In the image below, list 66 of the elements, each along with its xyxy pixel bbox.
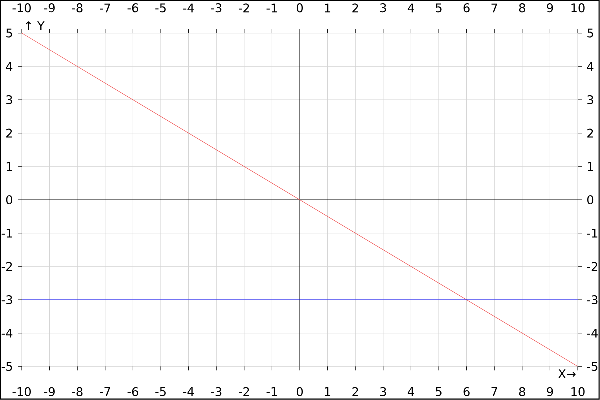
x2-tick-label: 6 — [464, 4, 470, 13]
y-tick-label: 3 — [6, 95, 12, 105]
y-tick-label: -3 — [2, 295, 12, 305]
x-tick-label: -3 — [211, 387, 222, 396]
x2-tick-label: 2 — [352, 4, 358, 13]
y2-tick-label: -5 — [587, 362, 598, 372]
x-tick-label: -10 — [12, 387, 31, 396]
x-tick-label: -5 — [156, 387, 166, 396]
y-axis-title: ↑ Y — [26, 22, 45, 30]
x2-tick-label: -3 — [211, 4, 222, 13]
x2-tick-label: -7 — [100, 4, 110, 13]
x-tick-label: -6 — [128, 387, 138, 396]
x2-tick-label: -10 — [12, 4, 31, 13]
y2-tick-label: 0 — [588, 195, 594, 205]
y2-tick-label: 2 — [588, 128, 594, 138]
y2-tick-label: 4 — [587, 62, 594, 72]
x2-tick-label: 3 — [380, 4, 386, 13]
x2-tick-label: 4 — [408, 4, 414, 13]
y-tick-label: 4 — [6, 62, 13, 72]
y-tick-label: -5 — [2, 362, 12, 372]
y-tick-label: 5 — [6, 28, 12, 38]
y2-tick-label: -1 — [587, 228, 598, 238]
y-tick-label: -2 — [2, 262, 12, 272]
y2-tick-label: 5 — [588, 28, 594, 38]
x2-tick-label: 5 — [436, 4, 442, 13]
x-tick-label: 0 — [296, 387, 304, 396]
y2-tick-label: 1 — [588, 162, 594, 172]
y-tick-label: 1 — [6, 162, 12, 172]
x-tick-label: 7 — [492, 387, 498, 396]
x2-tick-label: 10 — [572, 4, 585, 13]
x2-tick-label: -8 — [72, 4, 83, 13]
y-tick-label: 2 — [6, 128, 12, 138]
x-tick-label: 2 — [352, 387, 358, 396]
x-tick-label: 1 — [325, 387, 331, 396]
y-tick-label: -4 — [2, 328, 13, 338]
y-tick-label: 0 — [6, 195, 12, 205]
x-tick-label: 9 — [547, 387, 554, 396]
y2-tick-label: -2 — [587, 262, 598, 272]
y2-tick-label: -3 — [587, 295, 598, 305]
x2-tick-label: -4 — [183, 4, 194, 13]
x-tick-label: -8 — [72, 387, 83, 396]
x2-tick-label: 9 — [547, 4, 554, 13]
x2-tick-label: -5 — [156, 4, 166, 13]
x-tick-label: 3 — [380, 387, 386, 396]
x2-tick-label: 7 — [492, 4, 498, 13]
x-axis-title: X→ — [558, 370, 576, 378]
y-tick-label: -1 — [2, 228, 12, 238]
x-tick-label: -4 — [183, 387, 194, 396]
x2-tick-label: 1 — [325, 4, 331, 13]
x-tick-label: 4 — [408, 387, 414, 396]
x2-tick-label: -6 — [128, 4, 138, 13]
x-tick-label: 5 — [436, 387, 442, 396]
x2-tick-label: -1 — [266, 4, 278, 13]
y2-tick-label: -4 — [587, 328, 598, 338]
x-tick-label: 10 — [572, 387, 585, 396]
x2-tick-label: -2 — [239, 4, 250, 13]
x-tick-label: -1 — [266, 387, 278, 396]
x-tick-label: -2 — [239, 387, 250, 396]
x2-tick-label: 8 — [519, 4, 526, 13]
y2-tick-label: 3 — [588, 95, 594, 105]
x-tick-label: 8 — [519, 387, 526, 396]
x-tick-label: -9 — [44, 387, 55, 396]
x-tick-label: -7 — [100, 387, 110, 396]
x-tick-label: 6 — [464, 387, 470, 396]
x2-tick-label: 0 — [296, 4, 304, 13]
x2-tick-label: -9 — [44, 4, 55, 13]
